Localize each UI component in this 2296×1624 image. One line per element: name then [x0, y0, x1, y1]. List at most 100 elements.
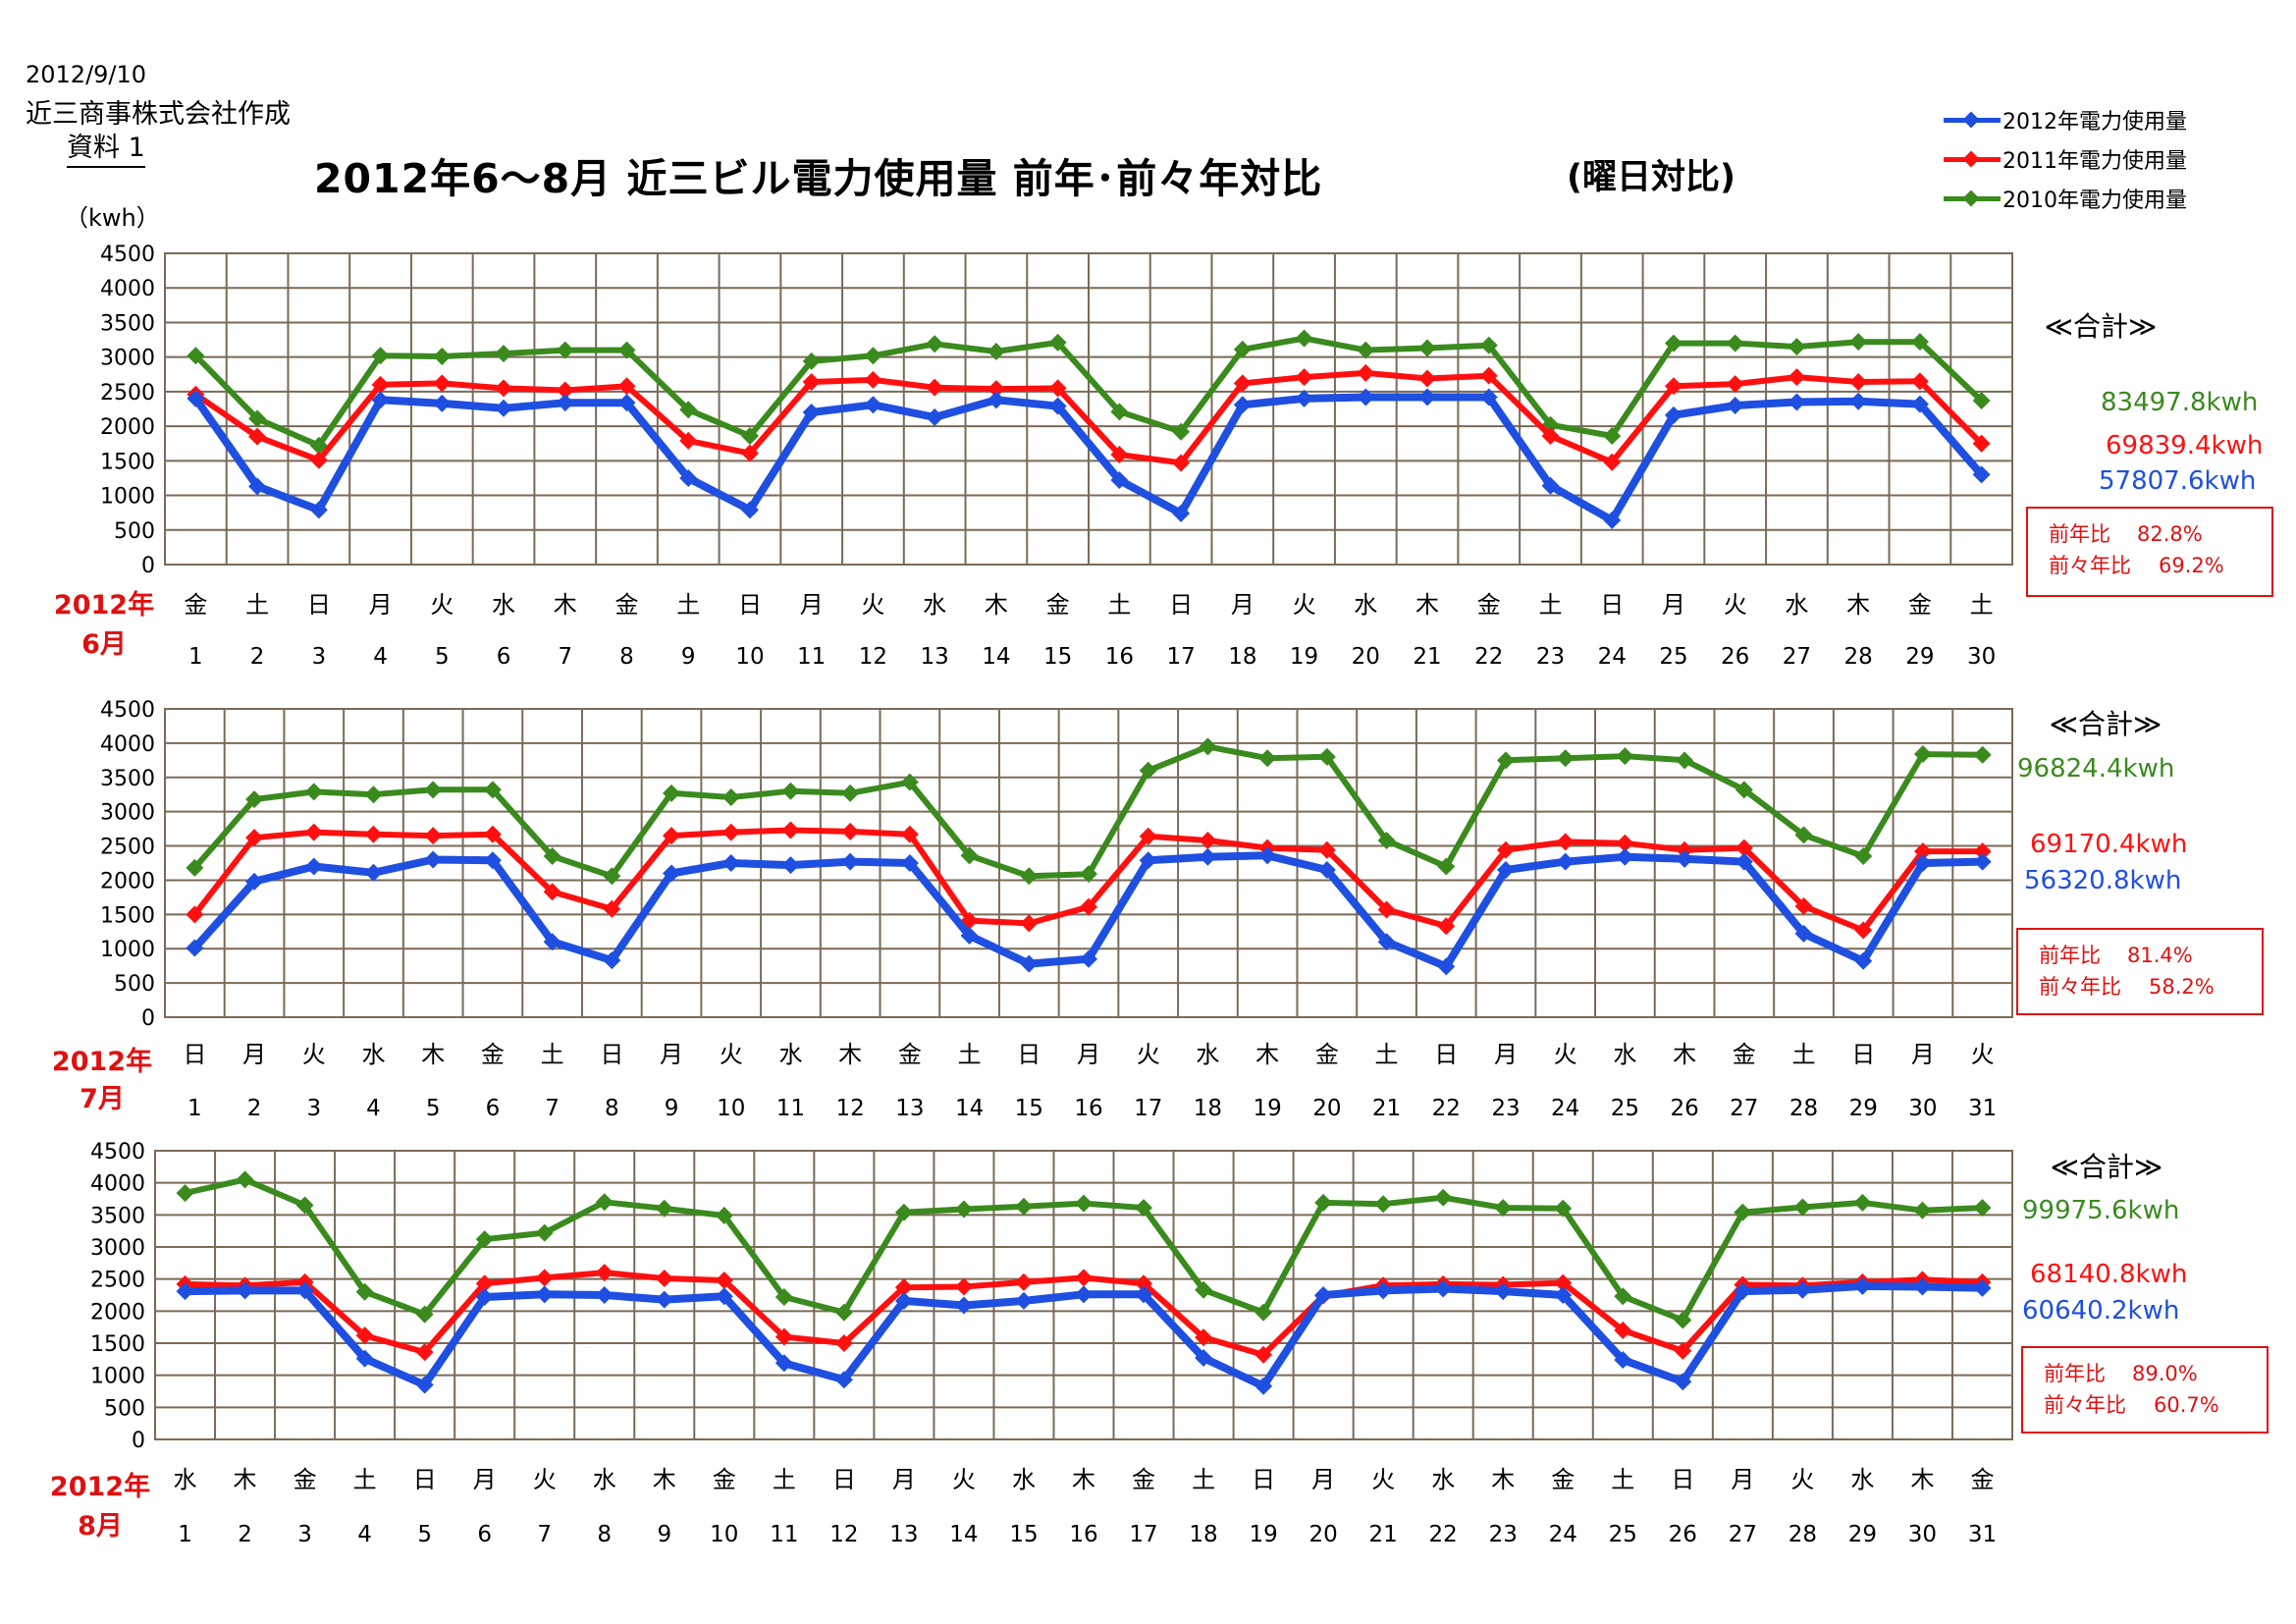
- data-point-2010: [186, 858, 204, 877]
- weekday-label: 火: [1971, 1041, 1995, 1068]
- x-tick-label: 28: [1789, 1096, 1818, 1121]
- data-point-2012: [1854, 951, 1873, 970]
- data-point-2010: [781, 782, 800, 800]
- legend-item-2012: 2012年電力使用量: [1944, 104, 2187, 135]
- data-point-2010: [617, 341, 636, 359]
- data-point-2012: [1910, 395, 1929, 413]
- legend-label: 2010年電力使用量: [2002, 189, 2187, 213]
- x-tick-label: 19: [1249, 1522, 1277, 1547]
- x-tick-label: 20: [1312, 1096, 1341, 1121]
- data-point-2011: [663, 827, 681, 845]
- x-tick-label: 23: [1489, 1522, 1518, 1547]
- data-point-2011: [864, 370, 882, 389]
- weekday-label: 日: [1169, 591, 1193, 619]
- x-tick-label: 10: [717, 1096, 745, 1121]
- data-point-2012: [236, 1281, 254, 1300]
- weekday-label: 月: [800, 591, 824, 619]
- legend-item-2010: 2010年電力使用量: [1944, 183, 2187, 214]
- weekday-label: 水: [1431, 1466, 1455, 1493]
- data-point-2010: [663, 784, 681, 802]
- data-point-2010: [1793, 1198, 1812, 1217]
- weekday-label: 土: [1611, 1466, 1634, 1493]
- data-point-2012: [1255, 1377, 1273, 1395]
- weekday-label: 水: [1354, 591, 1377, 619]
- data-point-2011: [433, 374, 452, 393]
- x-tick-label: 22: [1474, 644, 1503, 670]
- data-point-2011: [1603, 453, 1622, 471]
- weekday-label: 水: [492, 591, 515, 619]
- y-tick-label: 3500: [100, 311, 155, 336]
- green-line-marker-icon: [1944, 187, 2001, 210]
- data-point-2012: [1676, 849, 1694, 868]
- x-tick-label: 5: [417, 1522, 432, 1547]
- ratio-prev2-value: 69.2%: [2159, 554, 2224, 577]
- x-tick-label: 28: [1789, 1522, 1817, 1547]
- red-line-marker-icon: [1944, 147, 2001, 171]
- data-point-2011: [802, 373, 821, 392]
- data-point-2011: [1110, 445, 1129, 463]
- x-tick-label: 24: [1549, 1522, 1577, 1547]
- data-point-2010: [1048, 333, 1067, 352]
- data-point-2012: [781, 856, 800, 875]
- y-tick-label: 4500: [100, 243, 155, 267]
- x-tick-label: 21: [1369, 1522, 1398, 1547]
- data-point-2011: [715, 1271, 733, 1289]
- weekday-label: 金: [1315, 1041, 1339, 1068]
- weekday-label: 水: [593, 1466, 616, 1493]
- weekday-label: 水: [1196, 1041, 1219, 1068]
- data-point-2010: [1556, 749, 1575, 768]
- x-tick-label: 4: [373, 644, 388, 670]
- data-point-2011: [1172, 454, 1191, 472]
- data-point-2010: [364, 785, 383, 804]
- data-point-2010: [371, 347, 390, 365]
- weekday-label: 金: [294, 1466, 317, 1493]
- x-tick-label: 3: [297, 1522, 312, 1547]
- data-point-2012: [1295, 389, 1313, 407]
- data-point-2012: [495, 399, 513, 417]
- data-point-2010: [987, 343, 1005, 361]
- x-tick-label: 27: [1783, 644, 1811, 670]
- x-tick-label: 25: [1609, 1522, 1637, 1547]
- data-point-2010: [894, 1203, 913, 1221]
- data-point-2010: [1233, 340, 1252, 358]
- weekday-label: 火: [1371, 1466, 1395, 1493]
- weekday-label: 月: [473, 1466, 497, 1493]
- data-point-2012: [1020, 954, 1039, 973]
- data-point-2011: [1048, 379, 1067, 398]
- month-label-year: 2012年: [52, 1046, 152, 1077]
- data-point-2010: [1418, 339, 1437, 357]
- data-point-2010: [1255, 1303, 1273, 1322]
- weekday-label: 火: [1790, 1466, 1814, 1493]
- ratio-prev-label: 前年比: [2039, 944, 2101, 967]
- month-label-month: 7月: [80, 1084, 125, 1114]
- total-2011: 69839.4kwh: [2106, 431, 2263, 460]
- data-point-2010: [1374, 1195, 1393, 1214]
- ratio-prev-value: 89.0%: [2132, 1362, 2198, 1385]
- weekday-label: 木: [653, 1466, 676, 1493]
- y-tick-label: 2000: [90, 1300, 145, 1325]
- data-point-2011: [364, 825, 383, 843]
- data-point-2012: [1374, 1281, 1393, 1300]
- data-point-2011: [186, 905, 204, 924]
- y-tick-label: 1000: [100, 485, 155, 510]
- weekday-label: 月: [1494, 1041, 1518, 1068]
- data-point-2012: [424, 850, 443, 869]
- data-point-2011: [1496, 840, 1515, 859]
- data-point-2011: [495, 379, 513, 398]
- data-point-2012: [187, 389, 205, 407]
- data-point-2010: [535, 1223, 554, 1242]
- data-point-2012: [1788, 393, 1806, 411]
- x-tick-label: 19: [1253, 1096, 1281, 1121]
- series-line-2011: [193, 369, 1984, 466]
- data-point-2010: [841, 784, 860, 802]
- x-tick-label: 9: [665, 1096, 679, 1121]
- data-point-2012: [475, 1287, 494, 1306]
- data-point-2012: [1603, 511, 1622, 529]
- data-point-2012: [679, 468, 698, 487]
- data-point-2012: [1614, 1350, 1632, 1369]
- data-point-2012: [987, 391, 1005, 409]
- data-point-2011: [304, 823, 323, 841]
- data-point-2012: [1616, 847, 1634, 866]
- weekday-label: 土: [1192, 1466, 1215, 1493]
- y-tick-label: 0: [141, 554, 155, 578]
